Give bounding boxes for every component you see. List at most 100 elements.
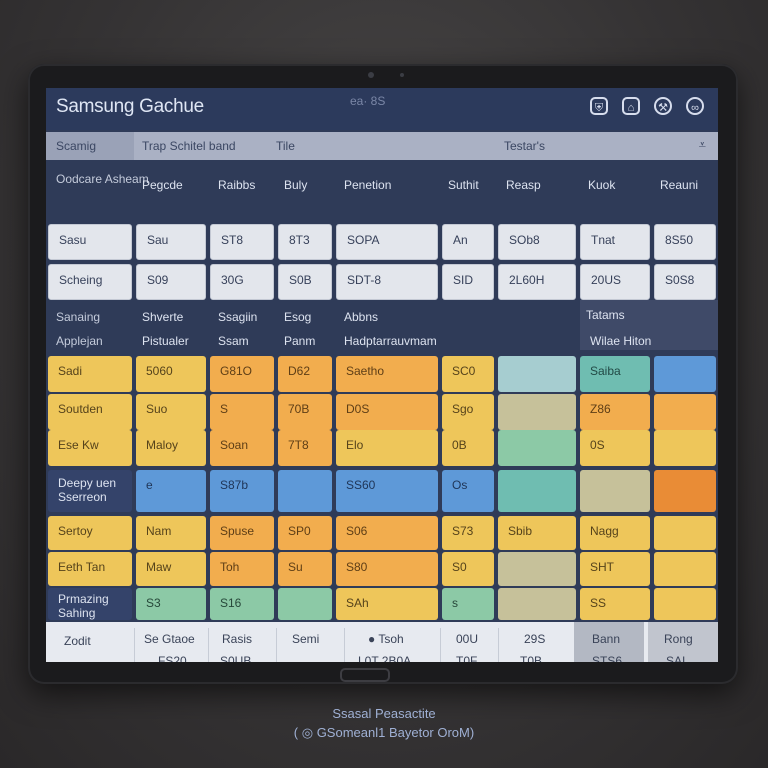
table-cell[interactable]: Sbib bbox=[498, 516, 576, 550]
tab-testars[interactable]: Testar's bbox=[504, 139, 545, 153]
table-cell[interactable]: S0 bbox=[442, 552, 494, 586]
row-label[interactable]: Soutden bbox=[48, 394, 132, 430]
table-cell[interactable]: 0B bbox=[442, 430, 494, 466]
summary-item[interactable]: ● Tsoh bbox=[368, 632, 404, 646]
table-cell[interactable]: 8T3 bbox=[278, 224, 332, 260]
table-cell[interactable] bbox=[498, 470, 576, 512]
table-cell[interactable]: SDT-8 bbox=[336, 264, 438, 300]
home-icon[interactable]: ⌂ bbox=[622, 97, 640, 115]
shield-icon[interactable]: ⛨ bbox=[590, 97, 608, 115]
table-cell[interactable]: Toh bbox=[210, 552, 274, 586]
table-cell[interactable] bbox=[498, 356, 576, 392]
summary-item[interactable]: Zodit bbox=[64, 634, 91, 648]
link-icon[interactable]: ∞ bbox=[686, 97, 704, 115]
row-label[interactable]: Sasu bbox=[48, 224, 132, 260]
table-cell[interactable] bbox=[498, 588, 576, 620]
table-cell[interactable]: S87b bbox=[210, 470, 274, 512]
table-cell[interactable]: 5060 bbox=[136, 356, 206, 392]
table-cell[interactable]: S16 bbox=[210, 588, 274, 620]
tab-tile[interactable]: Tile bbox=[276, 139, 295, 153]
table-cell[interactable]: Os bbox=[442, 470, 494, 512]
summary-item[interactable]: Se Gtaoe bbox=[144, 632, 195, 646]
table-cell[interactable]: S73 bbox=[442, 516, 494, 550]
table-cell[interactable]: An bbox=[442, 224, 494, 260]
table-cell[interactable]: S80 bbox=[336, 552, 438, 586]
summary-item[interactable]: 00U bbox=[456, 632, 479, 646]
summary-item[interactable]: Rong bbox=[664, 632, 693, 646]
table-cell[interactable] bbox=[654, 356, 716, 392]
table-cell[interactable]: SS bbox=[580, 588, 650, 620]
summary-item[interactable]: Semi bbox=[292, 632, 320, 646]
row-label[interactable]: Sertoy bbox=[48, 516, 132, 550]
table-cell[interactable]: 70B bbox=[278, 394, 332, 430]
table-cell[interactable]: D62 bbox=[278, 356, 332, 392]
table-cell[interactable]: S bbox=[210, 394, 274, 430]
row-label[interactable]: Deepy uen Sserreon bbox=[48, 470, 132, 512]
table-cell[interactable]: D0S bbox=[336, 394, 438, 430]
table-cell[interactable] bbox=[654, 552, 716, 586]
table-cell[interactable]: 30G bbox=[210, 264, 274, 300]
table-cell[interactable]: 2L60H bbox=[498, 264, 576, 300]
table-cell[interactable]: Maloy bbox=[136, 430, 206, 466]
table-cell[interactable] bbox=[498, 394, 576, 430]
table-cell[interactable]: Spuse bbox=[210, 516, 274, 550]
table-cell[interactable]: Maw bbox=[136, 552, 206, 586]
table-cell[interactable]: Elo bbox=[336, 430, 438, 466]
table-cell[interactable]: Sgo bbox=[442, 394, 494, 430]
table-cell[interactable]: e bbox=[136, 470, 206, 512]
table-cell[interactable] bbox=[580, 470, 650, 512]
table-cell[interactable]: SP0 bbox=[278, 516, 332, 550]
table-cell[interactable]: ST8 bbox=[210, 224, 274, 260]
table-cell[interactable]: SAh bbox=[336, 588, 438, 620]
table-cell[interactable]: SHT bbox=[580, 552, 650, 586]
table-cell[interactable]: 8S50 bbox=[654, 224, 716, 260]
row-label[interactable]: Prmazing Sahing bbox=[48, 588, 132, 620]
table-cell[interactable] bbox=[654, 516, 716, 550]
tools-icon[interactable]: ⚒ bbox=[654, 97, 672, 115]
summary-item[interactable]: Rasis bbox=[222, 632, 253, 646]
tab-trap-schitel[interactable]: Trap Schitel band bbox=[142, 139, 236, 153]
table-cell[interactable]: Nagg bbox=[580, 516, 650, 550]
table-cell[interactable]: Saiba bbox=[580, 356, 650, 392]
table-cell[interactable] bbox=[498, 430, 576, 466]
summary-item[interactable]: Bann bbox=[592, 632, 621, 646]
summary-item[interactable]: 29S bbox=[524, 632, 546, 646]
table-cell[interactable]: S06 bbox=[336, 516, 438, 550]
table-cell[interactable]: S0B bbox=[278, 264, 332, 300]
table-cell[interactable] bbox=[654, 470, 716, 512]
table-cell[interactable]: s bbox=[442, 588, 494, 620]
table-cell[interactable] bbox=[654, 588, 716, 620]
table-cell[interactable] bbox=[654, 430, 716, 466]
tab-scamig[interactable]: Scamig bbox=[46, 132, 134, 160]
chevron-down-icon[interactable]: ⩡ bbox=[698, 137, 706, 152]
table-cell[interactable]: SOPA bbox=[336, 224, 438, 260]
table-cell[interactable]: Soan bbox=[210, 430, 274, 466]
table-cell[interactable]: G81O bbox=[210, 356, 274, 392]
table-cell[interactable]: SID bbox=[442, 264, 494, 300]
table-cell[interactable] bbox=[278, 470, 332, 512]
table-cell[interactable]: Suo bbox=[136, 394, 206, 430]
home-button[interactable] bbox=[340, 668, 390, 682]
table-cell[interactable] bbox=[654, 394, 716, 430]
table-cell[interactable]: S3 bbox=[136, 588, 206, 620]
table-cell[interactable]: SOb8 bbox=[498, 224, 576, 260]
table-cell[interactable] bbox=[498, 552, 576, 586]
table-cell[interactable]: Saetho bbox=[336, 356, 438, 392]
table-cell[interactable]: SS60 bbox=[336, 470, 438, 512]
row-label[interactable]: Eeth Tan bbox=[48, 552, 132, 586]
table-cell[interactable]: Su bbox=[278, 552, 332, 586]
table-cell[interactable]: SC0 bbox=[442, 356, 494, 392]
table-cell[interactable]: 0S bbox=[580, 430, 650, 466]
table-cell[interactable]: S09 bbox=[136, 264, 206, 300]
table-cell[interactable]: Sau bbox=[136, 224, 206, 260]
row-label[interactable]: Ese Kw bbox=[48, 430, 132, 466]
table-cell[interactable]: S0S8 bbox=[654, 264, 716, 300]
table-cell[interactable]: 20US bbox=[580, 264, 650, 300]
table-cell[interactable]: Tnat bbox=[580, 224, 650, 260]
table-cell[interactable]: Nam bbox=[136, 516, 206, 550]
row-label[interactable]: Sadi bbox=[48, 356, 132, 392]
row-label[interactable]: Scheing bbox=[48, 264, 132, 300]
table-cell[interactable] bbox=[278, 588, 332, 620]
table-cell[interactable]: Z86 bbox=[580, 394, 650, 430]
table-cell[interactable]: 7T8 bbox=[278, 430, 332, 466]
